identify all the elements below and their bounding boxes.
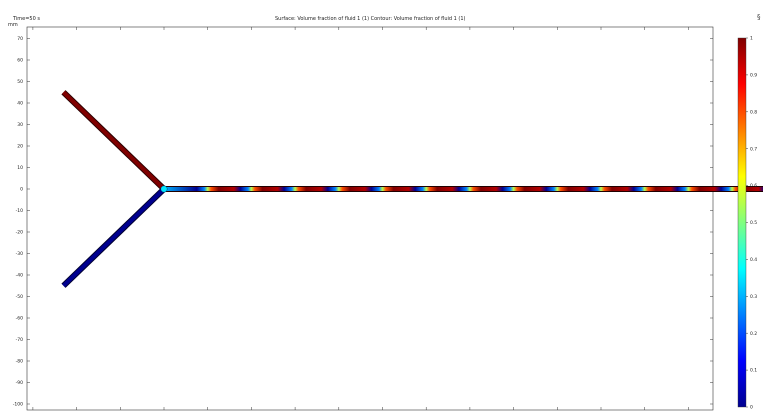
colorbar-tick-label: 0.6 xyxy=(750,183,757,189)
colorbar-tick-label: 0.1 xyxy=(750,368,757,374)
colorbar-tick-label: 0.3 xyxy=(750,294,757,300)
y-tick-label: -50 xyxy=(16,294,23,300)
colorbar-tick-label: 0.7 xyxy=(750,146,757,152)
y-tick-label: -20 xyxy=(16,230,23,236)
y-tick-label: -60 xyxy=(16,316,23,322)
axes-frame: 70 60 50 40 30 20 10 0 -10 -20 -30 -40 -50 -60 -70 -80 -… xyxy=(13,26,714,411)
y-tick-label: 60 xyxy=(17,58,23,64)
y-tick-label: -90 xyxy=(16,380,23,386)
colorbar-tick-label: 0 xyxy=(750,405,753,411)
y-tick-label: 30 xyxy=(17,122,23,128)
y-tick-label: 50 xyxy=(17,79,23,85)
y-tick-label: -40 xyxy=(16,273,23,279)
lower-inlet-channel xyxy=(62,187,166,288)
junction xyxy=(160,185,168,193)
colorbar-tick-label: 0.4 xyxy=(750,257,757,263)
y-tick-label: 0 xyxy=(20,187,23,193)
colorbar: 1 0.9 0.8 0.7 0.6 0.5 0.4 0.3 0.2 0.1 0 xyxy=(737,36,757,411)
y-tick-label: -100 xyxy=(13,402,23,408)
plot-title: Surface: Volume fraction of fluid 1 (1) … xyxy=(275,16,466,22)
plot-frame xyxy=(26,26,714,411)
upper-inlet-channel xyxy=(62,90,166,191)
colorbar-tick-label: 0.8 xyxy=(750,109,757,115)
channel-geometry xyxy=(61,90,763,288)
y-tick-label: 70 xyxy=(17,36,23,42)
colorbar-tick-label: 0.9 xyxy=(750,73,757,79)
colorbar-tick-label: 0.5 xyxy=(750,220,757,226)
y-tick-label: -70 xyxy=(16,337,23,343)
colorbar-tick-label: 0.2 xyxy=(750,331,757,337)
colorbar-gradient xyxy=(737,37,747,408)
main-channel xyxy=(164,187,763,191)
colorbar-tick-label: 1 xyxy=(750,36,753,42)
y-tick-label: 10 xyxy=(17,165,23,171)
y-axis-unit-label: mm xyxy=(8,22,18,28)
y-tick-label: -10 xyxy=(16,208,23,214)
y-tick-label: -30 xyxy=(16,251,23,257)
y-tick-label: 20 xyxy=(17,144,23,150)
window-control-icon[interactable]: § xyxy=(757,13,761,21)
y-tick-label: 40 xyxy=(17,101,23,107)
y-tick-label: -80 xyxy=(16,359,23,365)
time-label: Time=50 s xyxy=(13,16,40,22)
